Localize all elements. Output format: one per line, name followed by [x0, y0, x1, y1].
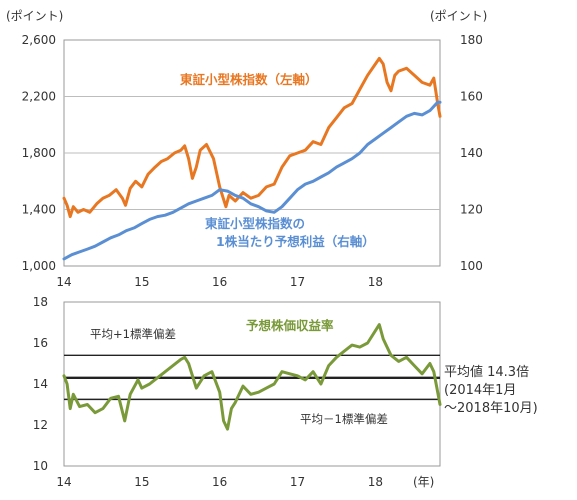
top-left-axis-unit: (ポイント) [6, 9, 63, 23]
top-right-axis-ticks: 100 120 140 160 180 [460, 33, 483, 273]
bottom-x-tick-label: 17 [290, 475, 305, 489]
bottom-y-tick-label: 18 [33, 295, 48, 309]
bottom-y-tick-label: 12 [33, 418, 48, 432]
right-tick-label: 140 [460, 146, 483, 160]
series-label-index: 東証小型株指数（左軸） [180, 72, 318, 87]
top-gridlines [64, 96, 440, 210]
average-note-line3: ～2018年10月) [444, 401, 538, 416]
series-line-forward-pe [62, 323, 442, 431]
x-axis-unit: (年) [413, 475, 434, 489]
bottom-y-tick-label: 10 [33, 459, 48, 473]
bottom-x-tick-label: 14 [56, 475, 71, 489]
left-tick-label: 1,400 [22, 203, 56, 217]
top-x-tick-label: 18 [368, 275, 383, 289]
left-tick-label: 2,600 [22, 33, 56, 47]
series-line-small-cap-index [62, 56, 442, 219]
left-tick-label: 1,800 [22, 146, 56, 160]
bottom-series-group [62, 323, 442, 431]
top-x-tick-label: 17 [290, 275, 305, 289]
top-right-axis-unit: (ポイント) [430, 9, 487, 23]
bottom-x-axis-ticks: 14 15 16 17 18 [56, 475, 383, 489]
bottom-x-tick-label: 18 [368, 475, 383, 489]
bottom-x-tick-label: 15 [134, 475, 149, 489]
top-series-group [62, 56, 442, 261]
top-x-tick-label: 15 [134, 275, 149, 289]
series-label-pe: 予想株価収益率 [246, 318, 334, 333]
series-label-eps-line2: 1株当たり予想利益（右軸） [216, 234, 375, 249]
bottom-y-tick-label: 14 [33, 377, 48, 391]
series-label-eps-line1: 東証小型株指数の [205, 216, 305, 231]
bottom-plot-frame [63, 301, 441, 467]
reference-lines [64, 354, 440, 401]
top-x-axis-ticks: 14 15 16 17 18 [56, 275, 383, 289]
bottom-y-tick-label: 16 [33, 336, 48, 350]
right-tick-label: 100 [460, 259, 483, 273]
series-line-eps [62, 100, 442, 261]
average-note-line2: (2014年1月 [444, 383, 517, 398]
top-panel: 1,000 1,400 1,800 2,200 2,600 100 120 140 160 18… [6, 9, 487, 289]
ref-label-minus-1sd: 平均－1標準偏差 [300, 412, 388, 426]
average-note: 平均値 14.3倍 (2014年1月 ～2018年10月) [444, 364, 538, 418]
average-note-line1: 平均値 14.3倍 [444, 365, 530, 380]
ref-label-plus-1sd: 平均+1標準偏差 [90, 327, 176, 341]
right-tick-label: 120 [460, 203, 483, 217]
top-x-tick-label: 16 [212, 275, 227, 289]
top-x-tick-label: 14 [56, 275, 71, 289]
left-tick-label: 2,200 [22, 90, 56, 104]
bottom-x-tick-label: 16 [212, 475, 227, 489]
right-tick-label: 180 [460, 33, 483, 47]
left-tick-label: 1,000 [22, 259, 56, 273]
bottom-y-axis-ticks: 10 12 14 16 18 [33, 295, 48, 473]
right-tick-label: 160 [460, 90, 483, 104]
top-left-axis-ticks: 1,000 1,400 1,800 2,200 2,600 [22, 33, 56, 273]
